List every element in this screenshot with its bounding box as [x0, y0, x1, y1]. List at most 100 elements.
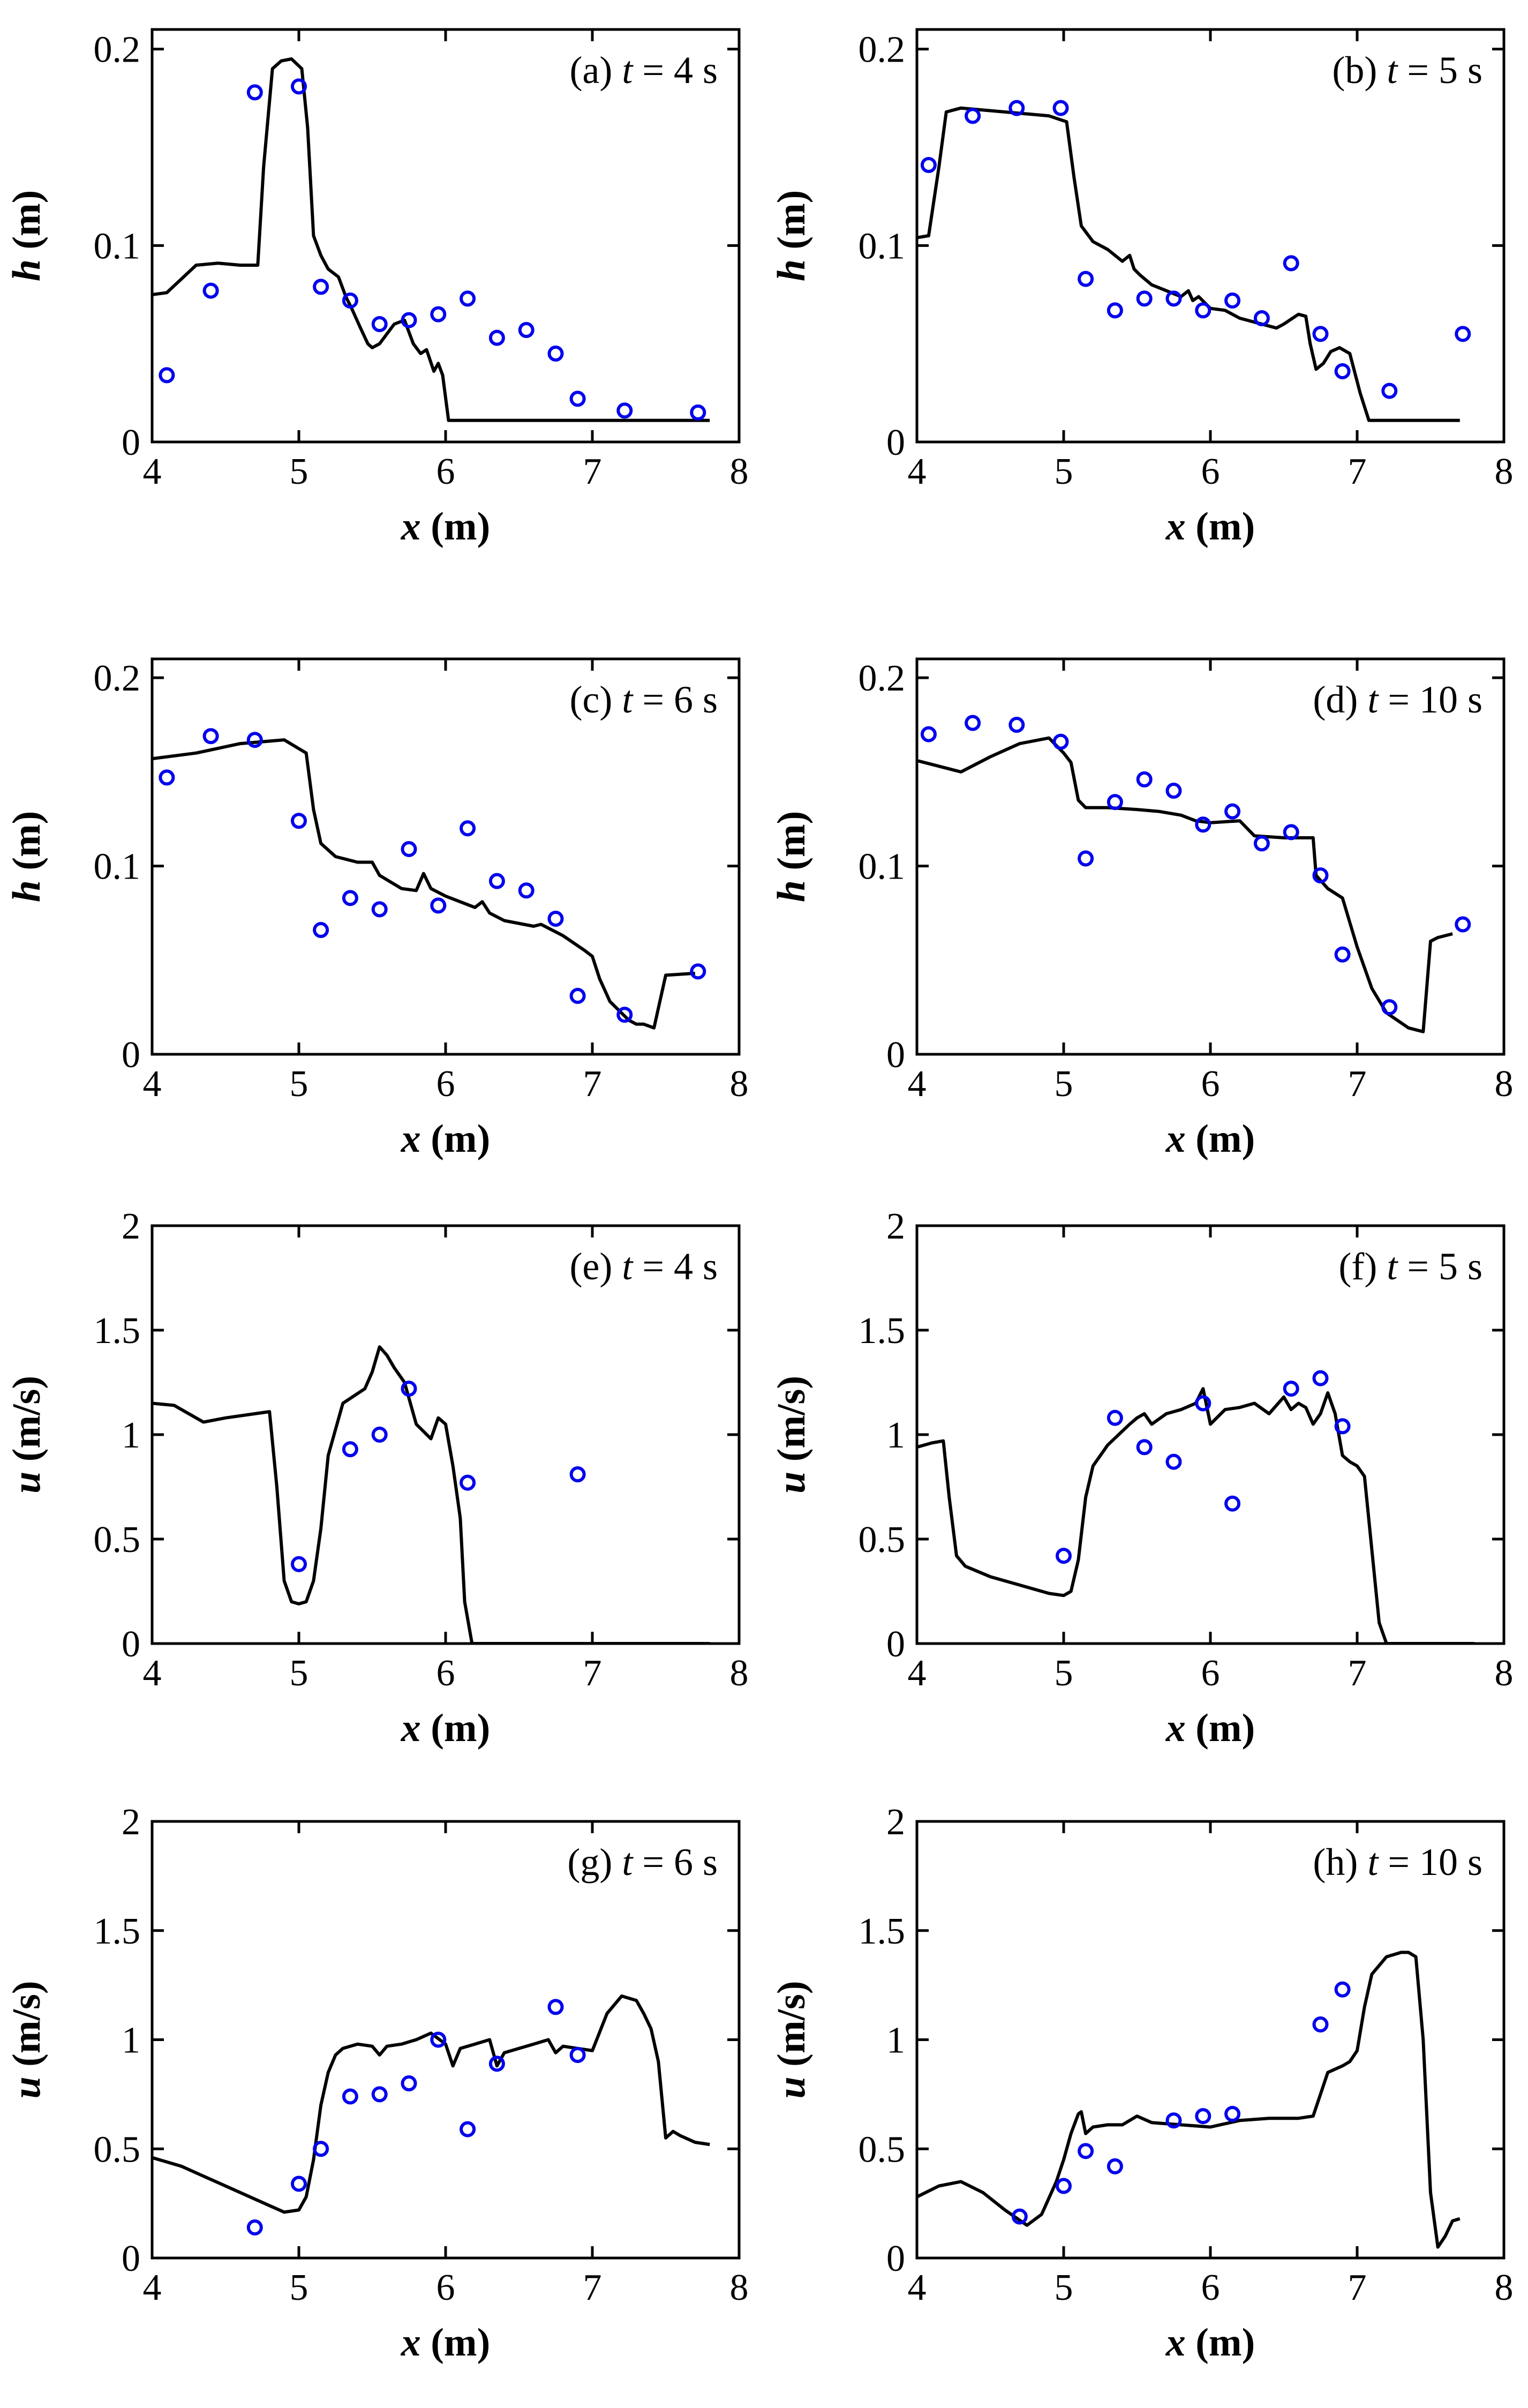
measured-point: [159, 367, 175, 384]
subplot-h: 4 5 6 7 8 0 0.5 1 1.5 2 x (m) u (m/s) (h) t = 10 s: [770, 1802, 1514, 2365]
x-tick-label: 6: [436, 1653, 455, 1694]
x-axis-unit: (m): [1186, 505, 1255, 549]
y-axis-label: u (m/s): [5, 1376, 49, 1494]
y-tick-label: 0: [122, 1034, 140, 1076]
model-line: [152, 1994, 710, 2214]
x-tick-label: 8: [730, 1653, 749, 1694]
model-line: [917, 106, 1460, 422]
y-tick-label: 0: [886, 1624, 905, 1665]
y-tick-label: 0.5: [94, 1519, 141, 1561]
measured-point: [1334, 363, 1351, 379]
y-tick-label: 2: [122, 1802, 140, 1843]
x-tick-label: 4: [908, 451, 927, 492]
measured-point: [430, 897, 447, 914]
x-tick-label: 6: [436, 2267, 455, 2308]
y-tick-label: 0: [886, 1034, 905, 1076]
measured-point: [616, 402, 633, 419]
panel-letter: (b): [1332, 49, 1387, 92]
y-tick-label: 1.5: [859, 1310, 906, 1352]
measured-point: [291, 78, 307, 95]
measured-point: [1078, 850, 1094, 867]
measured-point: [1165, 783, 1182, 799]
measured-point: [1107, 2158, 1123, 2174]
y-axis-unit: (m/s): [770, 1376, 814, 1472]
measured-point: [401, 312, 417, 328]
measured-point: [371, 316, 388, 332]
x-tick-label: 7: [1348, 2267, 1367, 2308]
time-symbol: t: [1387, 49, 1398, 92]
measured-point: [1165, 290, 1182, 307]
measured-point: [547, 1999, 564, 2015]
time-symbol: t: [622, 49, 634, 92]
x-tick-label: 7: [1348, 451, 1367, 492]
model-line: [917, 1951, 1461, 2249]
y-tick-label: 0.1: [859, 226, 906, 267]
y-tick-label: 0.2: [94, 29, 141, 71]
x-axis-unit: (m): [1186, 1706, 1255, 1750]
subplot-g: 4 5 6 7 8 0 0.5 1 1.5 2 x (m) u (m/s) (g) t = 6 s: [5, 1802, 749, 2365]
y-axis-variable: h: [5, 880, 49, 902]
x-axis-label: x (m): [401, 1117, 490, 1161]
measured-point: [1283, 1381, 1299, 1397]
y-axis-label: h (m): [5, 190, 49, 282]
x-axis-unit: (m): [421, 1117, 490, 1161]
y-tick-label: 1: [886, 2020, 905, 2061]
y-tick-label: 0.1: [859, 846, 906, 888]
panel-title: (f) t = 5 s: [1338, 1245, 1482, 1288]
time-value: = 6 s: [633, 678, 718, 721]
x-tick-label: 4: [908, 2267, 927, 2308]
y-axis-unit: (m/s): [5, 1981, 49, 2077]
panel-letter: (d): [1313, 678, 1367, 721]
measured-point: [1381, 382, 1398, 399]
measured-point: [569, 1466, 586, 1483]
y-tick-label: 0: [122, 2238, 140, 2279]
measured-point: [518, 882, 535, 899]
x-axis-variable: x: [1165, 1706, 1186, 1750]
measured-point: [1283, 255, 1299, 272]
x-tick-label: 5: [290, 2267, 308, 2308]
y-tick-label: 1.5: [94, 1911, 141, 1952]
measured-point: [401, 1381, 417, 1397]
time-value: = 10 s: [1378, 1841, 1482, 1884]
measured-point: [1165, 2112, 1182, 2129]
time-value: = 4 s: [633, 1245, 718, 1288]
measured-point: [488, 329, 505, 346]
x-tick-label: 6: [1201, 451, 1220, 492]
measured-point: [460, 1474, 476, 1491]
measured-point: [1224, 292, 1241, 309]
measured-point: [1136, 290, 1153, 307]
measured-point: [1107, 1409, 1123, 1426]
x-axis-unit: (m): [421, 1706, 490, 1750]
measured-point: [291, 813, 307, 829]
y-tick-label: 2: [122, 1206, 140, 1247]
time-symbol: t: [1367, 678, 1379, 721]
measured-point: [1056, 1548, 1072, 1564]
y-axis-label: u (m/s): [770, 1376, 814, 1494]
y-axis-variable: u: [770, 2076, 814, 2098]
subplot-f: 4 5 6 7 8 0 0.5 1 1.5 2 x (m) u (m/s) (f) t = 5 s: [770, 1206, 1514, 1750]
measured-point: [1195, 2108, 1211, 2125]
x-axis-label: x (m): [401, 2321, 490, 2365]
time-value: = 4 s: [633, 49, 718, 92]
panel-letter: (f): [1338, 1245, 1387, 1288]
y-axis-unit: (m): [770, 811, 814, 880]
measured-point: [1224, 2106, 1241, 2122]
y-tick-label: 1: [886, 1415, 905, 1456]
measured-point: [1052, 100, 1069, 116]
model-line: [152, 57, 710, 422]
x-tick-label: 6: [1201, 1063, 1220, 1105]
measured-point: [1334, 1418, 1351, 1435]
time-symbol: t: [622, 678, 634, 721]
panel-letter: (h): [1313, 1841, 1367, 1884]
measured-point: [488, 2056, 505, 2072]
x-tick-label: 4: [143, 451, 162, 492]
measured-point: [518, 322, 535, 338]
measured-point: [1195, 302, 1211, 319]
panel-letter: (c): [569, 678, 622, 721]
y-tick-label: 2: [886, 1802, 905, 1843]
measured-point: [460, 820, 476, 837]
measured-point: [1195, 816, 1211, 833]
measured-point: [1455, 916, 1471, 933]
measured-point: [1195, 1395, 1211, 1412]
y-tick-label: 0.1: [94, 846, 141, 888]
